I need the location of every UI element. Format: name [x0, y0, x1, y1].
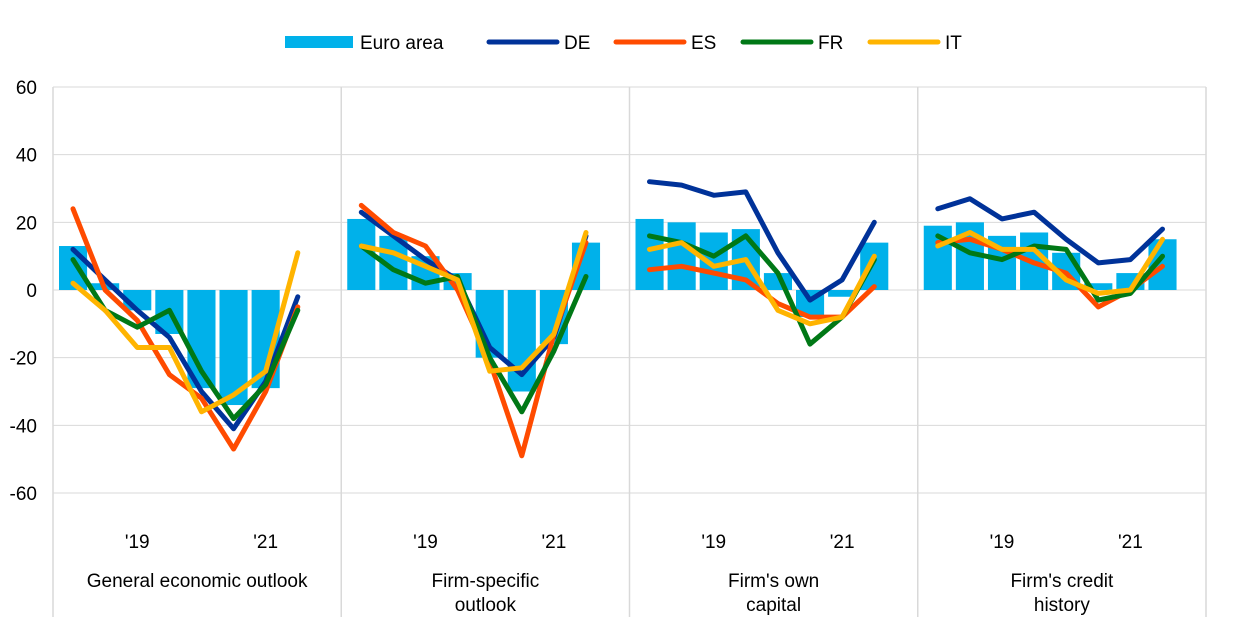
y-tick-label: 0	[26, 281, 37, 302]
y-tick-label: -40	[10, 416, 37, 437]
legend-item-euro-area: Euro area	[285, 33, 444, 54]
x-tick-label: '19	[701, 532, 726, 553]
bar-euro-area-firm-s-own-capital-1	[667, 222, 696, 290]
series-line-de-firm-s-credit-history	[935, 196, 1165, 266]
panel-title-firm-specific-outlook: Firm-specific outlook	[432, 571, 540, 616]
x-tick-label: '21	[542, 532, 567, 553]
x-tick-label: '19	[125, 532, 150, 553]
legend-label: ES	[691, 33, 716, 54]
series-lines	[70, 179, 1165, 459]
series-line-fr-firm-s-credit-history	[935, 233, 1165, 303]
y-tick-label: -20	[10, 349, 37, 370]
x-tick-label: '21	[253, 532, 278, 553]
legend-label: Euro area	[360, 33, 444, 54]
y-tick-label: -60	[10, 484, 37, 505]
y-tick-label: 20	[16, 213, 37, 234]
bar-euro-area-firm-s-own-capital-7	[860, 242, 889, 290]
legend-label: IT	[945, 33, 962, 54]
series-line-es-general-economic-outlook	[70, 206, 301, 452]
bars	[59, 218, 1177, 406]
series-line-it-firm-specific-outlook	[358, 230, 589, 374]
legend-item-it: IT	[867, 33, 962, 54]
series-line-it-firm-s-own-capital	[647, 240, 877, 327]
legend-label: DE	[564, 33, 590, 54]
panel-title-firm-s-own-capital: Firm's own capital	[728, 571, 819, 616]
x-tick-label: '19	[413, 532, 438, 553]
bar-euro-area-firm-s-own-capital-6	[828, 290, 857, 297]
series-line-de-firm-s-own-capital	[647, 179, 877, 303]
axes: 60 40 20 0 -20 -40 -60 '19 '21 General economic o…	[10, 78, 1143, 616]
x-tick-label: '19	[990, 532, 1015, 553]
legend-item-es: ES	[613, 33, 716, 54]
panel-title-general-economic-outlook: General economic outlook	[87, 571, 308, 592]
series-line-it-firm-s-credit-history	[935, 230, 1165, 296]
y-tick-label: 40	[16, 146, 37, 167]
legend-swatch	[285, 36, 353, 48]
x-tick-label: '21	[830, 532, 855, 553]
series-line-fr-firm-specific-outlook	[358, 243, 589, 415]
bar-euro-area-firm-s-credit-history-5	[1084, 283, 1113, 290]
series-line-it-general-economic-outlook	[70, 250, 301, 415]
x-tick-label: '21	[1118, 532, 1143, 553]
y-tick-label: 60	[16, 78, 37, 99]
bar-euro-area-firm-s-own-capital-0	[635, 218, 664, 290]
legend-label: FR	[818, 33, 843, 54]
legend-item-fr: FR	[740, 33, 843, 54]
legend: Euro area DE ES FR IT	[285, 33, 962, 54]
panel-title-firm-s-credit-history: Firm's credit history	[1010, 571, 1114, 616]
legend-item-de: DE	[486, 33, 590, 54]
